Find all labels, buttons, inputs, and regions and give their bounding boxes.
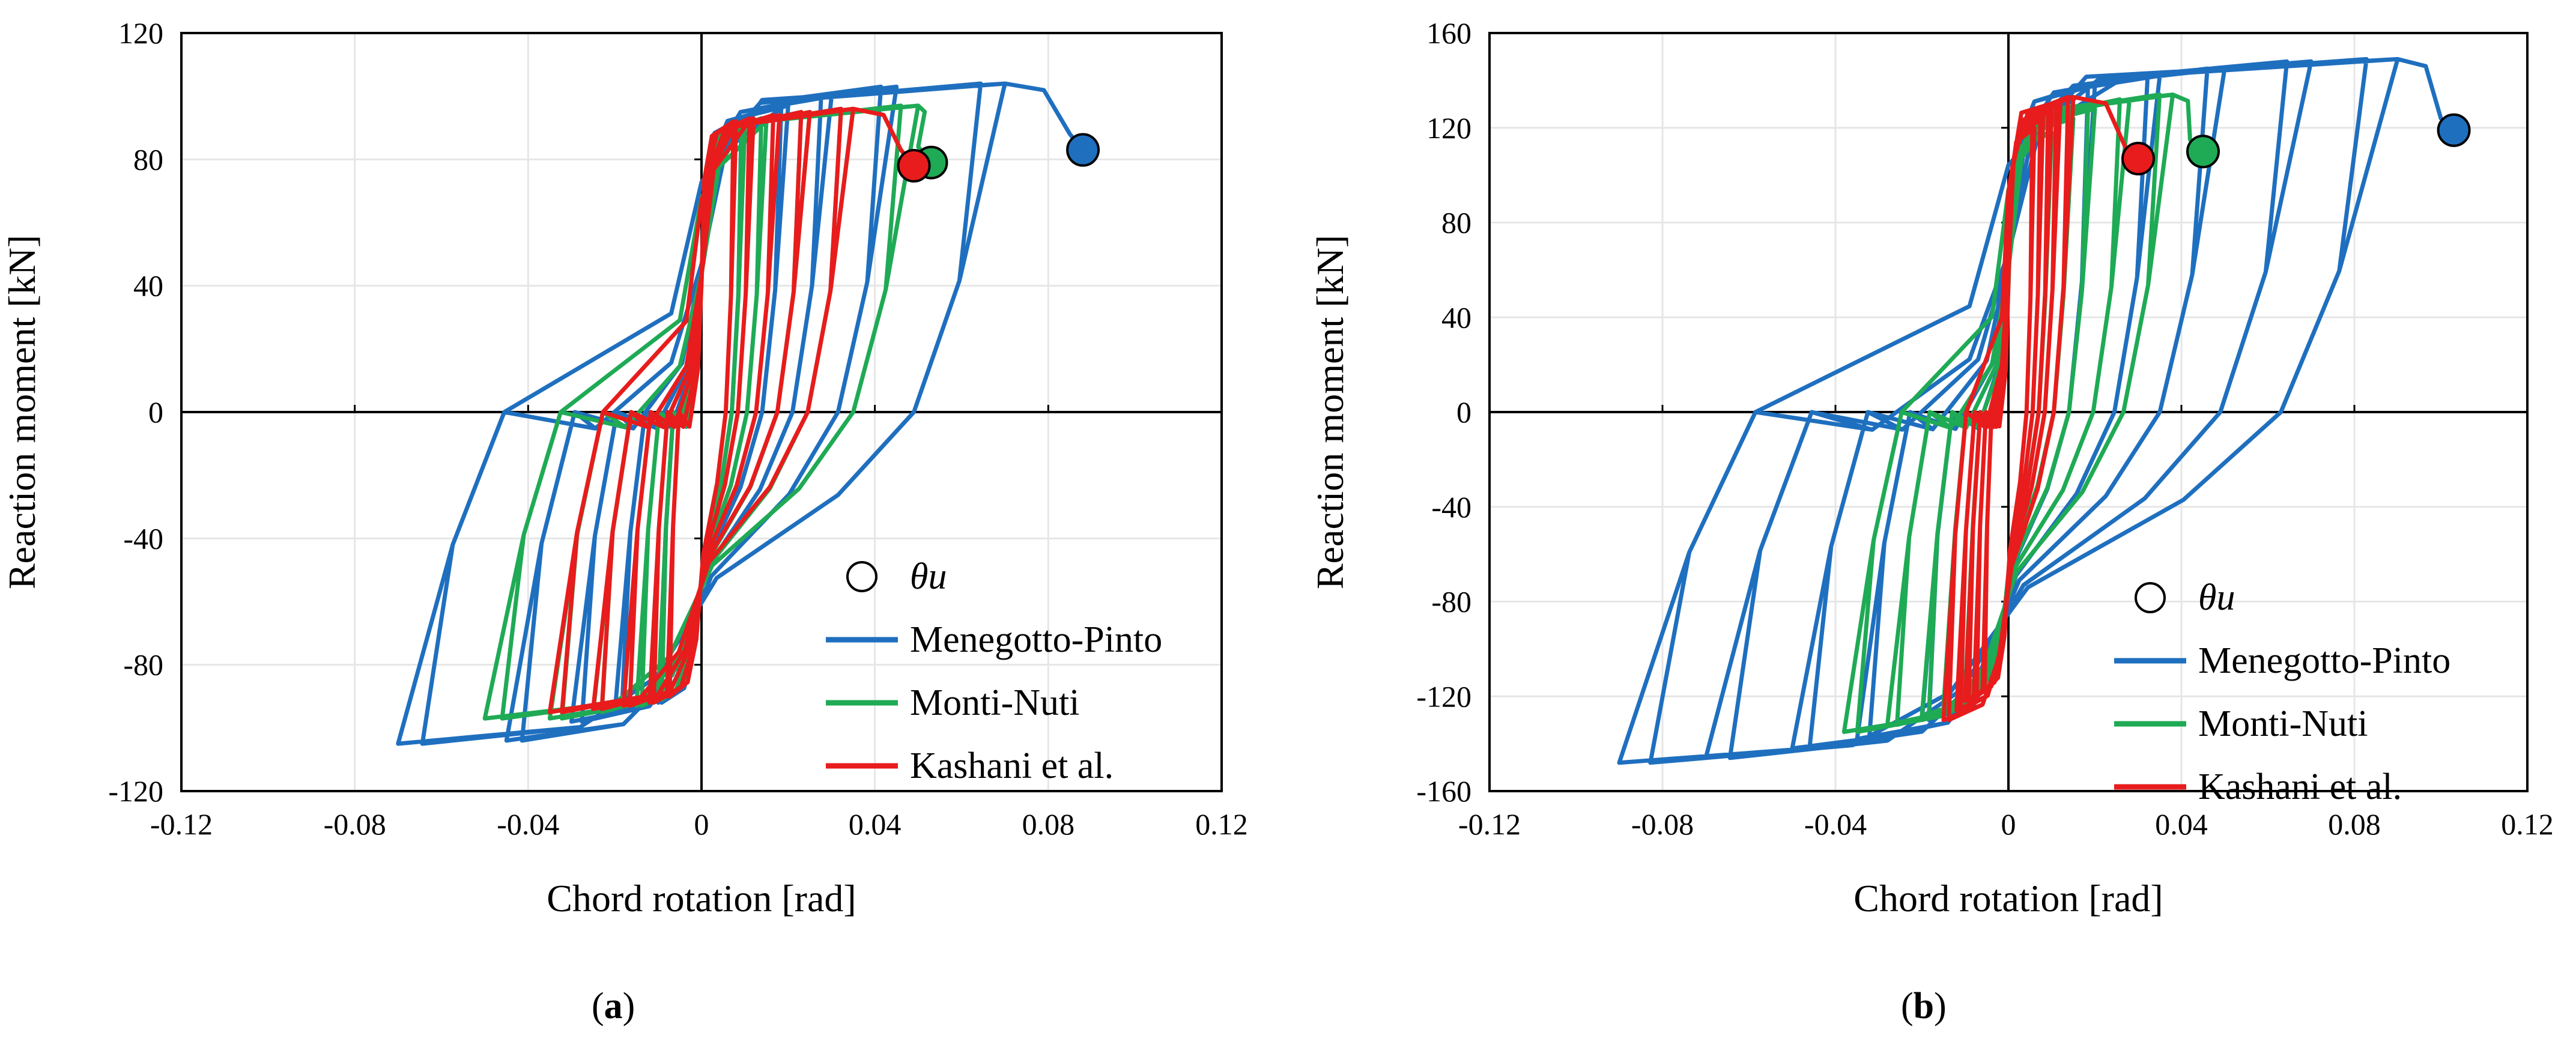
- x-tick-label: -0.08: [1631, 807, 1694, 841]
- x-tick-label: 0.04: [2155, 807, 2208, 841]
- y-tick-label: -80: [123, 648, 163, 682]
- x-tick-label: 0.12: [1195, 807, 1248, 841]
- y-tick-label: -40: [123, 521, 163, 555]
- legend-label: Monti-Nuti: [910, 682, 1079, 723]
- y-tick-label: 80: [1441, 206, 1471, 240]
- y-axis-title: Reaction moment [kN]: [1, 235, 43, 589]
- x-tick-label: 0.08: [1022, 807, 1075, 841]
- panel-a-chart: -0.12 -0.08 -0.04 0 0.04 0.08 0.12 -120 -80 -40 0 4…: [1, 16, 1248, 920]
- panel-label-b: (b): [1901, 986, 1947, 1027]
- legend-label: Kashani et al.: [2198, 766, 2402, 807]
- y-tick-label: 40: [133, 269, 163, 303]
- y-tick-label: -40: [1431, 490, 1471, 524]
- y-tick-label: -120: [108, 774, 163, 808]
- legend-label: Menegotto-Pinto: [910, 619, 1162, 660]
- x-axis-title: Chord rotation [rad]: [547, 877, 856, 920]
- y-axis-title: Reaction moment [kN]: [1309, 235, 1351, 589]
- x-tick-label: 0.12: [2501, 807, 2554, 841]
- x-tick-label: 0: [694, 807, 709, 841]
- y-tick-label: 120: [1426, 111, 1471, 145]
- ultimate-point-marker: [1066, 133, 1100, 167]
- x-tick-label: 0.04: [849, 807, 902, 841]
- legend: θu Menegotto-Pinto Monti-Nuti Kashani et al…: [826, 556, 1162, 786]
- legend-label: Monti-Nuti: [2198, 703, 2368, 744]
- series-line-kashani-et-al-: [547, 106, 916, 714]
- y-tick-label: 160: [1426, 16, 1471, 50]
- y-tick-label: 40: [1441, 300, 1471, 334]
- panel-b-chart: -0.12 -0.08 -0.04 0 0.04 0.08 0.12 -160 -120 -80 -…: [1309, 16, 2554, 920]
- legend-marker: [846, 561, 877, 592]
- legend: θu Menegotto-Pinto Monti-Nuti Kashani et al…: [2114, 577, 2450, 807]
- legend-label: Kashani et al.: [910, 745, 1114, 786]
- x-tick-label: -0.04: [497, 807, 559, 841]
- y-tick-label: -120: [1416, 679, 1471, 713]
- legend-marker: [2135, 582, 2166, 613]
- ultimate-point-marker: [2186, 135, 2220, 169]
- x-tick-label: -0.08: [324, 807, 386, 841]
- x-tick-label: 0: [2001, 807, 2016, 841]
- x-tick-label: -0.12: [1458, 807, 1521, 841]
- y-tick-label: 0: [1456, 395, 1471, 429]
- y-tick-label: -160: [1416, 774, 1471, 808]
- x-axis-title: Chord rotation [rad]: [1853, 877, 2163, 920]
- legend-label: θu: [910, 556, 947, 597]
- y-tick-label: 0: [148, 395, 163, 429]
- ultimate-point-marker: [897, 148, 931, 183]
- legend-label: Menegotto-Pinto: [2198, 640, 2450, 681]
- y-tick-label: -80: [1431, 585, 1471, 619]
- panel-label-a: (a): [592, 986, 635, 1027]
- ultimate-point-marker: [2121, 142, 2155, 176]
- x-tick-label: -0.04: [1804, 807, 1867, 841]
- x-tick-label: 0.08: [2328, 807, 2381, 841]
- x-tick-label: -0.12: [150, 807, 213, 841]
- y-tick-label: 120: [118, 16, 163, 50]
- series-line-kashani-et-al-: [1941, 95, 2140, 723]
- y-tick-label: 80: [133, 142, 163, 176]
- legend-label: θu: [2198, 577, 2235, 618]
- ultimate-point-marker: [2437, 113, 2471, 147]
